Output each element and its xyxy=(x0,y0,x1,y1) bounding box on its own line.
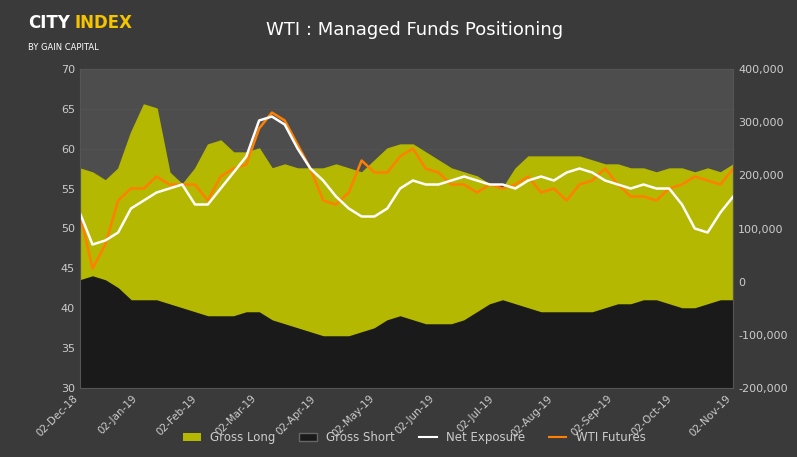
Text: CITY: CITY xyxy=(28,14,70,32)
Text: WTI : Managed Funds Positioning: WTI : Managed Funds Positioning xyxy=(266,21,563,38)
Text: BY GAIN CAPITAL: BY GAIN CAPITAL xyxy=(28,43,99,53)
Text: INDEX: INDEX xyxy=(74,14,132,32)
Legend: Gross Long, Gross Short, Net Exposure, WTI Futures: Gross Long, Gross Short, Net Exposure, W… xyxy=(179,426,650,449)
